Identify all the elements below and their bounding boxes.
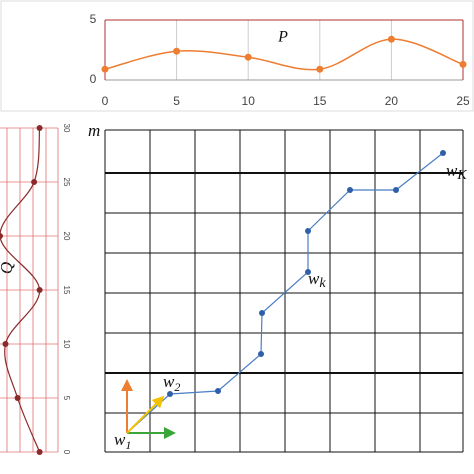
x-tick-label: 15 — [313, 94, 327, 108]
x-tick-label: 15 — [62, 286, 71, 295]
line — [104, 38, 464, 71]
point — [459, 60, 467, 68]
point — [173, 47, 181, 55]
point — [36, 287, 43, 293]
path-point — [305, 228, 311, 234]
path-point — [393, 187, 399, 193]
w-label: w2 — [163, 372, 180, 394]
point — [316, 65, 324, 73]
warping-path-points — [167, 150, 446, 397]
p-title: P — [277, 29, 288, 46]
x-tick-label: 5 — [173, 94, 180, 108]
path-point — [259, 310, 265, 316]
q-title: Q — [0, 262, 16, 274]
point — [14, 395, 21, 401]
x-tick-label: 25 — [62, 178, 71, 187]
w-label: wk — [308, 269, 326, 291]
point — [0, 233, 3, 239]
x-tick-label: 25 — [456, 94, 470, 108]
y-tick-label: 5 — [90, 12, 97, 26]
path-point — [215, 388, 221, 394]
top-panel-border — [0, 0, 474, 112]
path-point — [258, 351, 264, 357]
point — [36, 125, 43, 131]
x-tick-label: 5 — [62, 396, 71, 401]
path-point — [305, 269, 311, 275]
warping-path — [126, 152, 444, 434]
w-label: w1 — [114, 430, 131, 452]
point — [31, 179, 38, 185]
x-tick-label: 0 — [102, 94, 109, 108]
grid-axis-label: m — [88, 121, 100, 140]
x-tick-label: 20 — [385, 94, 399, 108]
arrow-diagonal — [126, 395, 165, 434]
cost-grid — [104, 129, 464, 453]
point — [101, 65, 109, 73]
w-label: wK — [446, 161, 467, 183]
x-tick-label: 30 — [62, 124, 71, 133]
point — [36, 449, 43, 455]
path-point — [440, 150, 446, 156]
point — [387, 35, 395, 43]
path-point — [167, 391, 173, 397]
x-tick-label: 10 — [242, 94, 256, 108]
x-tick-label: 10 — [62, 340, 71, 349]
x-tick-label: 0 — [62, 450, 71, 455]
y-tick-label: 0 — [90, 72, 97, 86]
path-point — [347, 187, 353, 193]
point — [2, 341, 9, 347]
x-tick-label: 20 — [62, 232, 71, 241]
point — [244, 53, 252, 61]
